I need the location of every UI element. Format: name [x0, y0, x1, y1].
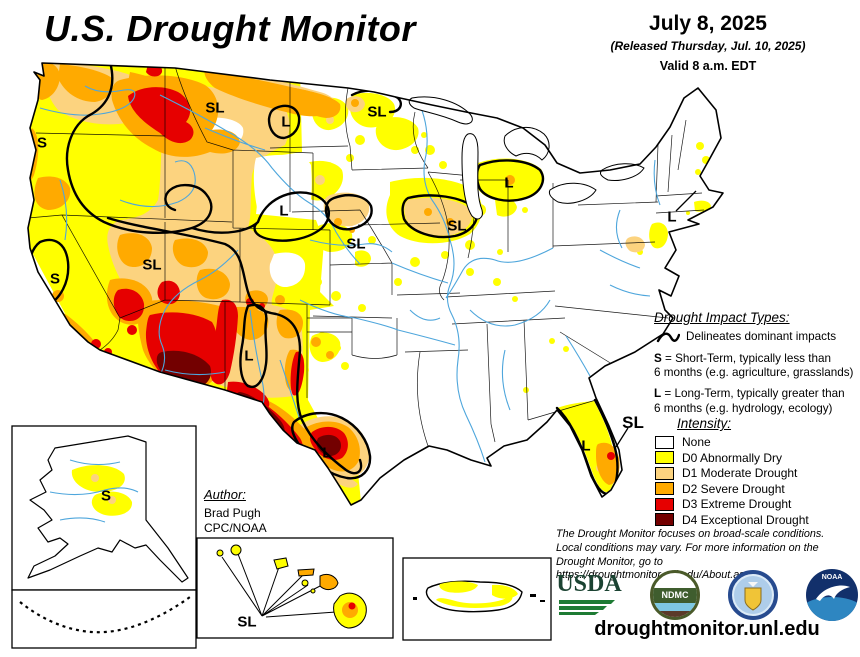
author-name: Brad Pugh — [204, 505, 261, 520]
legend-label: D2 Severe Drought — [682, 481, 785, 496]
map-impact-label-michigan: L — [504, 174, 514, 192]
legend-item-d4: D4 Exceptional Drought — [655, 513, 860, 527]
map-impact-label-hawaii: SL — [237, 613, 257, 631]
map-impact-label-pacific-northwest: S — [36, 134, 48, 152]
intensity-legend: Intensity: None D0 Abnormally Dry D1 Moder… — [655, 416, 860, 528]
hawaii-inset — [196, 537, 394, 639]
map-impact-label-new-jersey: L — [667, 208, 677, 226]
valid-time: Valid 8 a.m. EDT — [659, 58, 757, 73]
map-impact-label-nebraska-south-dakota: SL — [346, 235, 366, 253]
legend-swatch — [655, 513, 674, 526]
squiggle-icon — [656, 332, 680, 343]
disclaimer-text: The Drought Monitor focuses on broad-sca… — [556, 528, 825, 582]
long-term-definition: L = Long-Term, typically greater than 6 … — [654, 387, 845, 415]
legend-item-d0: D0 Abnormally Dry — [655, 451, 860, 465]
legend-swatch — [655, 435, 674, 449]
state-borders — [28, 65, 705, 447]
map-impact-label-south-texas: L — [322, 444, 332, 462]
legend-label: D4 Exceptional Drought — [682, 512, 809, 527]
author-heading: Author: — [204, 487, 246, 502]
usda-stripes-icon — [559, 600, 615, 615]
short-term-definition: S = Short-Term, typically less than 6 mo… — [654, 351, 854, 379]
map-impact-label-great-basin: SL — [142, 256, 162, 274]
map-impact-label-california: S — [49, 270, 61, 288]
impact-types-block: Drought Impact Types: Delineates dominan… — [654, 310, 858, 423]
conus-outline — [27, 62, 724, 506]
intensity-heading: Intensity: — [677, 416, 732, 431]
legend-label: D1 Moderate Drought — [682, 466, 798, 480]
legend-label: D3 Extreme Drought — [682, 497, 792, 511]
legend-label: D0 Abnormally Dry — [682, 450, 783, 465]
page-title: U.S. Drought Monitor — [44, 8, 416, 49]
logo-row: USDA NDMC NOAA — [556, 569, 858, 621]
legend-item-d1: D1 Moderate Drought — [655, 466, 860, 480]
puerto-rico-inset — [402, 557, 552, 641]
author-block: Author: Brad Pugh CPC/NOAA — [204, 487, 267, 537]
usda-logo: USDA — [556, 572, 622, 618]
date-block: July 8, 2025 (Released Thursday, Jul. 10… — [560, 12, 856, 73]
legend-item-d2: D2 Severe Drought — [655, 482, 860, 496]
map-impact-label-southeast-florida: SL — [622, 413, 644, 432]
legend-item-d3: D3 Extreme Drought — [655, 497, 860, 511]
map-impact-label-new-mexico: L — [244, 347, 254, 365]
legend-swatch — [655, 451, 674, 464]
map-impact-label-alaska: S — [100, 487, 112, 505]
legend-swatch — [655, 497, 674, 511]
impact-types-heading: Drought Impact Types: — [654, 310, 790, 325]
noaa-logo: NOAA — [806, 569, 858, 621]
map-impact-label-wyoming-south-dakota: L — [279, 202, 289, 220]
label-pointer-lines — [615, 190, 697, 448]
legend-item-none: None — [655, 435, 860, 449]
ndmc-logo: NDMC — [650, 570, 700, 620]
map-impact-label-minnesota: SL — [367, 103, 387, 121]
legend-label: None — [682, 435, 711, 449]
aleutian-islands — [19, 596, 191, 634]
release-date: (Released Thursday, Jul. 10, 2025) — [610, 39, 806, 54]
alaska-inset — [11, 425, 197, 649]
delineates-text: Delineates dominant impacts — [686, 330, 837, 344]
map-impact-label-iowa-illinois: SL — [447, 217, 467, 235]
legend-swatch — [655, 466, 674, 480]
map-impact-label-north-dakota: L — [281, 113, 291, 131]
legend-rows: None D0 Abnormally Dry D1 Moderate Drought… — [655, 435, 860, 527]
legend-swatch — [655, 482, 674, 495]
author-org: CPC/NOAA — [204, 521, 267, 536]
footer-url: droughtmonitor.unl.edu — [594, 618, 820, 640]
map-impact-label-montana: SL — [205, 99, 225, 117]
map-date: July 8, 2025 — [649, 12, 767, 35]
map-impact-label-florida: L — [581, 437, 591, 455]
commerce-seal-logo — [728, 570, 778, 620]
